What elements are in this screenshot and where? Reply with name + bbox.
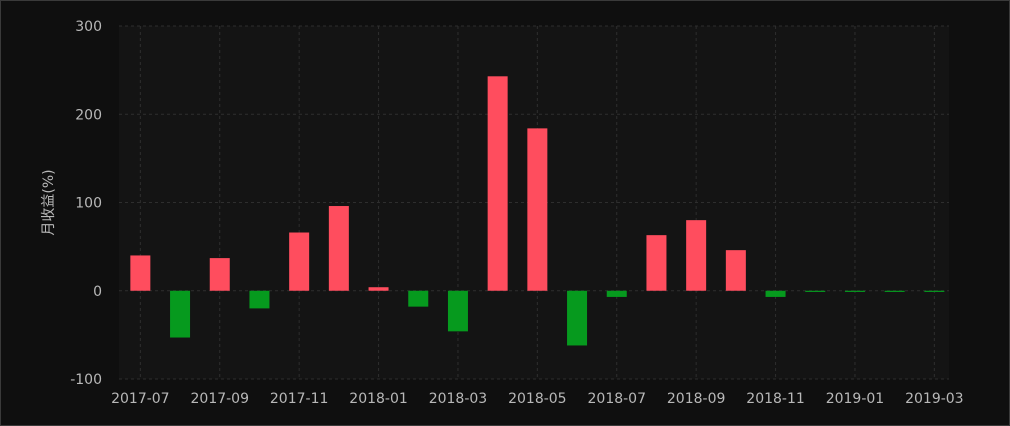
x-tick-label: 2018-05 xyxy=(508,391,567,407)
x-tick-label: 2019-03 xyxy=(905,391,964,407)
x-axis-ticks: 2017-07 2017-09 2017-11 2018-01 2018-03 2018-… xyxy=(111,391,964,407)
x-tick-label: 2018-07 xyxy=(588,391,647,407)
bar xyxy=(765,290,786,297)
x-tick-label: 2018-03 xyxy=(429,391,488,407)
bar xyxy=(725,250,746,291)
bar xyxy=(170,290,191,338)
bar xyxy=(924,290,945,292)
x-tick-label: 2018-01 xyxy=(349,391,408,407)
bar xyxy=(408,290,429,307)
bar xyxy=(567,290,588,346)
bar xyxy=(328,206,349,291)
bars xyxy=(130,76,945,346)
y-tick-label: 200 xyxy=(75,107,102,123)
y-tick-label: -100 xyxy=(70,372,102,388)
x-tick-label: 2017-11 xyxy=(270,391,329,407)
bar xyxy=(844,290,865,292)
bar xyxy=(249,290,270,309)
bar xyxy=(487,76,508,291)
x-tick-label: 2017-09 xyxy=(191,391,250,407)
x-tick-label: 2017-07 xyxy=(111,391,170,407)
bar xyxy=(686,220,707,291)
x-tick-label: 2019-01 xyxy=(826,391,885,407)
x-tick-label: 2018-09 xyxy=(667,391,726,407)
bar xyxy=(884,290,905,292)
y-tick-label: 300 xyxy=(75,19,102,35)
bar xyxy=(447,290,468,332)
bar xyxy=(606,290,627,297)
bar xyxy=(209,258,230,291)
bar xyxy=(527,128,548,291)
y-tick-label: 0 xyxy=(93,284,102,300)
y-axis-ticks: -100 0 100 200 300 xyxy=(70,19,102,388)
bar xyxy=(130,255,151,291)
y-tick-label: 100 xyxy=(75,196,102,212)
bar xyxy=(289,232,310,291)
bar xyxy=(646,235,667,291)
x-tick-label: 2018-11 xyxy=(746,391,805,407)
bar xyxy=(805,290,826,292)
y-axis-title: 月收益(%) xyxy=(41,169,57,235)
bar xyxy=(368,287,389,291)
